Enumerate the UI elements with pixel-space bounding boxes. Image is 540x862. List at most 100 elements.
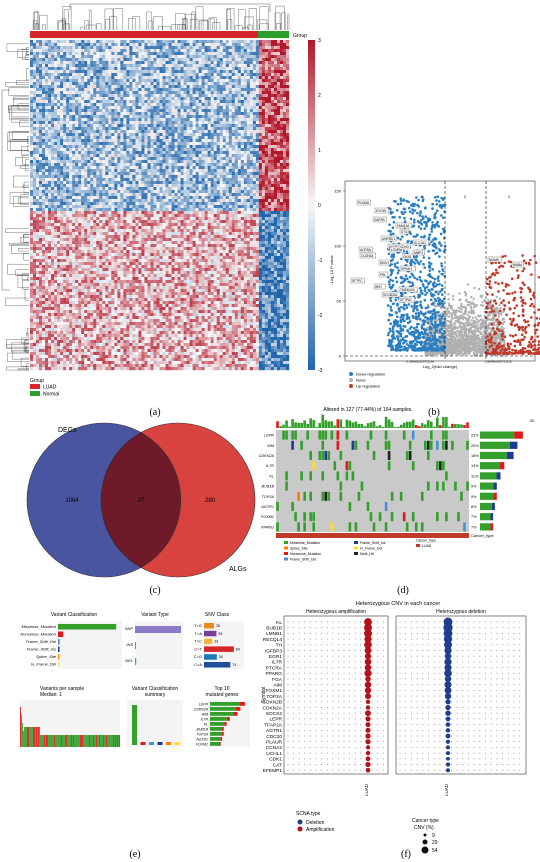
heatmap-cell [273,130,278,134]
heatmap-cell [114,49,118,53]
heatmap-cell [165,178,169,182]
heatmap-cell [219,130,223,134]
heatmap-cell [135,118,139,122]
heatmap-cell [252,166,257,170]
heatmap-cell [90,193,94,197]
heatmap-cell [201,82,205,86]
heatmap-cell [147,106,151,110]
heatmap-cell [276,142,281,146]
heatmap-cell [270,70,275,74]
heatmap-cell [159,115,163,119]
heatmap-cell [162,112,166,116]
heatmap-cell [201,46,205,50]
heatmap-cell [48,121,52,125]
heatmap-cell [147,151,151,155]
heatmap-cell [267,64,272,68]
heatmap-cell [183,142,187,146]
heatmap-cell [279,127,284,131]
heatmap-cell [252,127,257,131]
heatmap-cell [135,91,139,95]
heatmap-cell [141,121,145,125]
heatmap-cell [201,139,205,143]
heatmap-cell [183,64,187,68]
heatmap-cell [114,205,118,209]
heatmap-cell [267,46,272,50]
heatmap-cell [66,196,70,200]
heatmap-cell [141,196,145,200]
heatmap-cell [60,91,64,95]
heatmap-cell [210,160,214,164]
heatmap-cell [165,115,169,119]
heatmap-cell [93,175,97,179]
heatmap-cell [111,145,115,149]
heatmap-cell [189,76,193,80]
heatmap-cell [189,187,193,191]
heatmap-cell [81,82,85,86]
heatmap-cell [258,145,263,149]
heatmap-cell [33,106,37,110]
heatmap-cell [63,172,67,176]
heatmap-cell [138,73,142,77]
heatmap-cell [162,136,166,140]
heatmap-cell [267,157,272,161]
heatmap-cell [180,124,184,128]
heatmap-cell [147,79,151,83]
heatmap-cell [147,172,151,176]
heatmap-cell [33,193,37,197]
heatmap-cell [210,97,214,101]
heatmap-cell [255,151,260,155]
heatmap-cell [177,58,181,62]
heatmap-cell [201,169,205,173]
heatmap-cell [216,142,220,146]
heatmap-cell [180,169,184,173]
heatmap-cell [240,97,245,101]
heatmap-cell [78,97,82,101]
heatmap-cell [207,67,211,71]
heatmap-cell [138,61,142,65]
heatmap-cell [150,178,154,182]
heatmap-cell [57,100,61,104]
heatmap-cell [198,94,202,98]
heatmap-cell [171,112,175,116]
heatmap-cell [144,151,148,155]
heatmap-cell [138,88,142,92]
heatmap-cell [177,184,181,188]
heatmap-cell [249,142,254,146]
heatmap-cell [135,145,139,149]
heatmap-cell [132,169,136,173]
heatmap-cell [150,106,154,110]
heatmap-cell [219,175,223,179]
heatmap-cell [219,118,223,122]
heatmap-cell [60,67,64,71]
heatmap-cell [186,40,190,44]
heatmap-cell [108,163,112,167]
heatmap-cell [33,172,37,176]
heatmap-cell [285,91,290,95]
heatmap-cell [132,49,136,53]
heatmap-cell [132,40,136,44]
heatmap-cell [267,103,272,107]
heatmap-cell [258,196,263,200]
heatmap-cell [276,91,281,95]
heatmap-cell [243,82,248,86]
heatmap-cell [228,178,232,182]
heatmap-cell [264,100,269,104]
heatmap-cell [48,85,52,89]
heatmap-cell [108,109,112,113]
heatmap-cell [174,88,178,92]
heatmap-cell [177,157,181,161]
heatmap-cell [219,55,223,59]
heatmap-cell [222,109,226,113]
heatmap-cell [45,136,49,140]
heatmap-cell [252,160,257,164]
heatmap-cell [96,61,100,65]
heatmap-cell [63,196,67,200]
heatmap-cell [63,49,67,53]
heatmap-cell [189,58,193,62]
heatmap-cell [246,205,251,209]
heatmap-cell [237,73,242,77]
column-dendrogram-branch [171,24,181,30]
heatmap-cell [42,175,46,179]
heatmap-cell [102,91,106,95]
heatmap-cell [192,190,196,194]
